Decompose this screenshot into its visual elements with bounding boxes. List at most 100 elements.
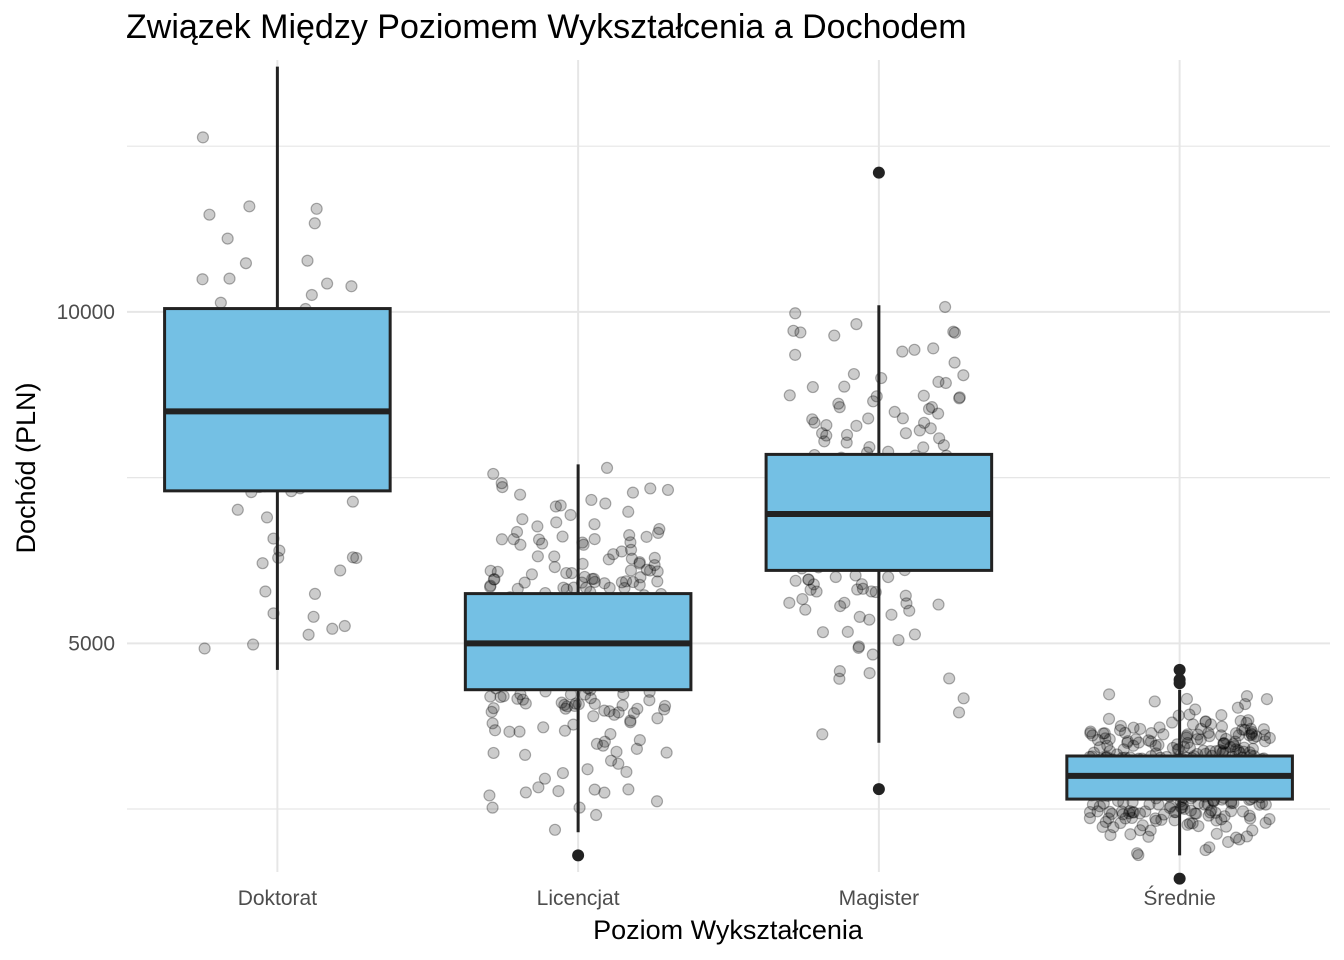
jitter-point <box>511 692 524 705</box>
y-axis-title: Dochód (PLN) <box>11 382 41 553</box>
jitter-point <box>899 427 913 440</box>
jitter-point <box>491 565 504 578</box>
jitter-point <box>1218 810 1231 823</box>
jitter-point <box>630 742 643 755</box>
jitter-point <box>1184 804 1197 817</box>
jitter-point <box>548 560 561 574</box>
jitter-point <box>882 570 895 584</box>
jitter-point <box>1219 732 1233 746</box>
jitter-point <box>1181 728 1194 741</box>
outlier-point <box>1173 872 1186 885</box>
jitter-point <box>626 486 640 499</box>
jitter-point <box>604 727 617 741</box>
jitter-point <box>948 356 961 369</box>
jitter-point <box>1099 732 1112 745</box>
jitter-point <box>828 329 841 342</box>
jitter-point <box>581 763 594 776</box>
jitter-point <box>1144 735 1158 748</box>
jitter-point <box>554 499 567 512</box>
jitter-point <box>273 544 286 557</box>
jitter-point <box>1127 806 1140 819</box>
jitter-point <box>243 200 256 213</box>
jitter-point <box>623 529 636 542</box>
jitter-point <box>631 702 644 715</box>
jitter-point <box>816 626 830 639</box>
jitter-point <box>1219 820 1233 833</box>
jitter-point <box>1130 847 1144 860</box>
jitter-point <box>1247 732 1260 745</box>
jitter-point <box>532 533 546 546</box>
jitter-point <box>1217 737 1230 750</box>
jitter-point <box>640 530 653 543</box>
jitter-point <box>1227 737 1240 751</box>
jitter-point <box>816 728 829 741</box>
jitter-point <box>661 483 675 497</box>
jitter-point <box>658 699 672 713</box>
jitter-point <box>633 556 646 569</box>
jitter-point <box>1239 697 1252 711</box>
jitter-point <box>1163 801 1176 814</box>
jitter-point <box>1246 725 1259 739</box>
jitter-point <box>484 564 497 577</box>
jitter-point <box>560 566 573 580</box>
jitter-point <box>853 610 866 623</box>
jitter-point <box>587 710 600 723</box>
jitter-point <box>483 789 496 802</box>
jitter-point <box>616 699 629 712</box>
jitter-point <box>1097 727 1110 740</box>
jitter-point <box>619 575 633 588</box>
jitter-point <box>932 375 945 388</box>
jitter-point <box>833 401 846 414</box>
outlier-point <box>872 166 885 179</box>
jitter-point <box>1215 729 1228 742</box>
jitter-point <box>1190 807 1203 820</box>
jitter-point <box>1186 718 1200 731</box>
jitter-point <box>308 587 322 600</box>
jitter-point <box>648 559 661 572</box>
jitter-point <box>838 380 851 393</box>
jitter-point <box>301 254 314 267</box>
jitter-point <box>1217 737 1231 750</box>
jitter-point <box>650 795 664 808</box>
jitter-point <box>1093 741 1106 754</box>
jitter-point <box>624 564 638 577</box>
jitter-point <box>1103 805 1116 818</box>
jitter-point <box>1102 812 1115 825</box>
jitter-point <box>1164 800 1177 813</box>
jitter-point <box>1104 828 1117 842</box>
jitter-point <box>612 706 625 719</box>
jitter-point <box>653 522 666 536</box>
outlier-point <box>1173 673 1186 686</box>
jitter-point <box>892 633 905 647</box>
jitter-point <box>1199 843 1212 857</box>
jitter-point <box>1132 848 1145 862</box>
jitter-point <box>953 392 966 405</box>
jitter-point <box>643 564 657 577</box>
jitter-point <box>1134 722 1147 736</box>
jitter-point <box>484 579 497 592</box>
jitter-point <box>943 672 956 685</box>
jitter-point <box>1260 693 1274 706</box>
jitter-point <box>1205 804 1218 817</box>
jitter-point <box>1145 727 1158 740</box>
jitter-point <box>870 390 883 403</box>
jitter-point <box>908 628 922 641</box>
jitter-point <box>1102 688 1116 701</box>
jitter-point <box>350 551 363 565</box>
jitter-point <box>1210 814 1223 827</box>
jitter-point <box>608 708 621 721</box>
jitter-point <box>1180 729 1193 743</box>
jitter-point <box>818 435 831 448</box>
jitter-point <box>925 401 939 414</box>
jitter-point <box>633 557 646 570</box>
jitter-point <box>1233 833 1246 846</box>
jitter-point <box>1263 812 1276 826</box>
jitter-point <box>1238 723 1251 736</box>
jitter-point <box>1259 816 1272 829</box>
jitter-point <box>820 419 833 432</box>
jitter-point <box>1127 721 1140 734</box>
jitter-point <box>1257 723 1270 736</box>
jitter-point <box>1093 800 1106 813</box>
jitter-point <box>196 273 209 286</box>
jitter-point <box>307 610 320 623</box>
